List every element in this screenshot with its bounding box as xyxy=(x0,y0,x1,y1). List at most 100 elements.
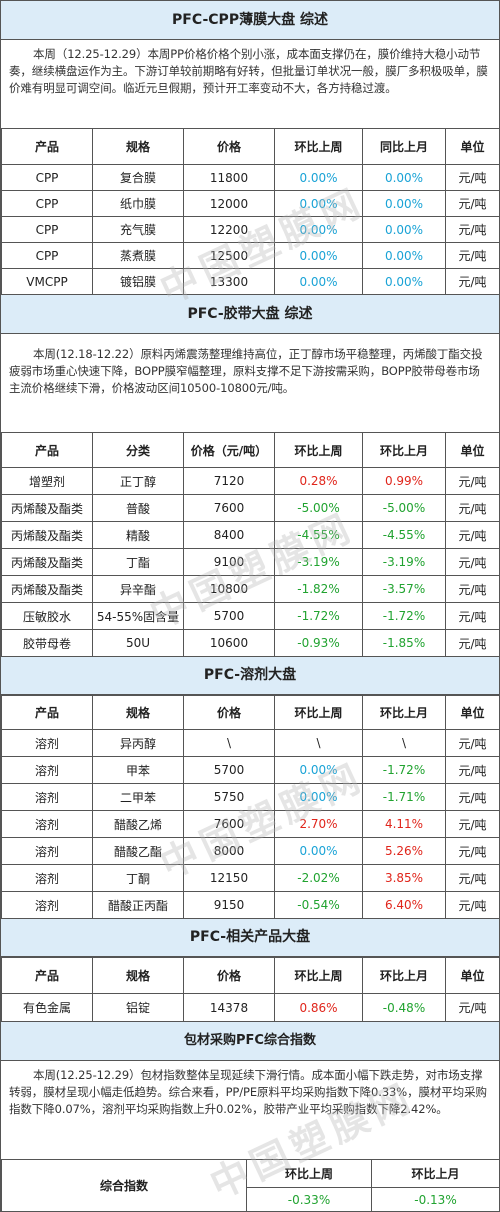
price-cell: 5750 xyxy=(183,783,275,811)
table-row: CPP 充气膜 12200 0.00% 0.00% 元/吨 xyxy=(1,216,500,243)
week-change-cell: -1.72% xyxy=(274,602,363,630)
unit-cell: 元/吨 xyxy=(445,783,500,811)
week-change-cell: 0.00% xyxy=(274,242,363,269)
column-header: 环比上周 xyxy=(274,128,363,165)
spec-cell: 铝锭 xyxy=(92,993,184,1022)
column-header: 环比上周 xyxy=(274,957,363,994)
table-row: 压敏胶水 54-55%固含量 5700 -1.72% -1.72% 元/吨 xyxy=(1,602,500,630)
week-change-cell: 2.70% xyxy=(274,810,363,838)
month-change-cell: 0.00% xyxy=(362,242,446,269)
month-change-cell: \ xyxy=(362,729,446,757)
column-header: 环比上月 xyxy=(362,695,446,730)
price-cell: 7120 xyxy=(183,467,275,495)
column-header: 规格 xyxy=(92,128,184,165)
unit-cell: 元/吨 xyxy=(445,891,500,919)
table-row: 丙烯酸及酯类 普酸 7600 -5.00% -5.00% 元/吨 xyxy=(1,494,500,522)
product-cell: 有色金属 xyxy=(1,993,93,1022)
month-change-cell: -1.72% xyxy=(362,602,446,630)
column-header: 产品 xyxy=(1,695,93,730)
index-value-mom: -0.13% xyxy=(371,1187,500,1212)
index-value-wow: -0.33% xyxy=(246,1187,372,1212)
spec-cell: 甲苯 xyxy=(92,756,184,784)
week-change-cell: 0.00% xyxy=(274,837,363,865)
price-cell: 13300 xyxy=(183,268,275,295)
cpp-table: 产品 规格 价格 环比上周 同比上月 单位 CPP 复合膜 11800 0.00% 0.00% 元/吨… xyxy=(1,128,500,295)
spec-cell: 二甲苯 xyxy=(92,783,184,811)
column-header: 价格 xyxy=(183,957,275,994)
unit-cell: 元/吨 xyxy=(445,190,500,217)
month-change-cell: 0.00% xyxy=(362,216,446,243)
spec-cell: 54-55%固含量 xyxy=(92,602,184,630)
column-header: 价格 xyxy=(183,695,275,730)
week-change-cell: 0.28% xyxy=(274,467,363,495)
column-header: 环比上月 xyxy=(362,957,446,994)
index-summary: 本周(12.25-12.29）包材指数整体呈现延续下滑行情。成本面小幅下跌走势，… xyxy=(9,1068,487,1116)
column-header: 规格 xyxy=(92,957,184,994)
month-change-cell: 0.00% xyxy=(362,268,446,295)
column-header: 产品 xyxy=(1,432,93,468)
table-header-row: 产品 规格 价格 环比上周 环比上月 单位 xyxy=(1,695,500,730)
table-row: 丙烯酸及酯类 异辛酯 10800 -1.82% -3.57% 元/吨 xyxy=(1,575,500,603)
unit-cell: 元/吨 xyxy=(445,467,500,495)
week-change-cell: -5.00% xyxy=(274,494,363,522)
table-row: 有色金属 铝锭 14378 0.86% -0.48% 元/吨 xyxy=(1,993,500,1022)
price-cell: 7600 xyxy=(183,810,275,838)
month-change-cell: 3.85% xyxy=(362,864,446,892)
price-cell: 12200 xyxy=(183,216,275,243)
month-change-cell: 0.00% xyxy=(362,164,446,191)
column-header: 产品 xyxy=(1,128,93,165)
product-cell: 溶剂 xyxy=(1,891,93,919)
week-change-cell: -1.82% xyxy=(274,575,363,603)
price-cell: 12500 xyxy=(183,242,275,269)
month-change-cell: -1.85% xyxy=(362,629,446,657)
product-cell: CPP xyxy=(1,242,93,269)
unit-cell: 元/吨 xyxy=(445,242,500,269)
week-change-cell: 0.86% xyxy=(274,993,363,1022)
column-header: 单位 xyxy=(445,695,500,730)
product-cell: 溶剂 xyxy=(1,810,93,838)
table-header-row: 产品 分类 价格（元/吨） 环比上周 环比上月 单位 xyxy=(1,432,500,468)
product-cell: CPP xyxy=(1,190,93,217)
week-change-cell: -0.93% xyxy=(274,629,363,657)
unit-cell: 元/吨 xyxy=(445,729,500,757)
table-row: 溶剂 甲苯 5700 0.00% -1.72% 元/吨 xyxy=(1,756,500,784)
spec-cell: 正丁醇 xyxy=(92,467,184,495)
spec-cell: 醋酸乙烯 xyxy=(92,810,184,838)
column-header: 环比上周 xyxy=(274,432,363,468)
table-row: 胶带母卷 50U 10600 -0.93% -1.85% 元/吨 xyxy=(1,629,500,657)
product-cell: 溶剂 xyxy=(1,729,93,757)
solvent-table: 产品 规格 价格 环比上周 环比上月 单位 溶剂 异丙醇 \ \ \ 元/吨 溶剂 甲苯 5700 0.00%… xyxy=(1,695,500,919)
related-section-title: PFC-相关产品大盘 xyxy=(1,919,499,957)
week-change-cell: 0.00% xyxy=(274,164,363,191)
price-cell: 8400 xyxy=(183,521,275,549)
unit-cell: 元/吨 xyxy=(445,864,500,892)
product-cell: 丙烯酸及酯类 xyxy=(1,575,93,603)
week-change-cell: 0.00% xyxy=(274,216,363,243)
week-change-cell: -2.02% xyxy=(274,864,363,892)
spec-cell: 丁酯 xyxy=(92,548,184,576)
week-change-cell: 0.00% xyxy=(274,756,363,784)
price-cell: 7600 xyxy=(183,494,275,522)
week-change-cell: -3.19% xyxy=(274,548,363,576)
spec-cell: 纸巾膜 xyxy=(92,190,184,217)
week-change-cell: \ xyxy=(274,729,363,757)
month-change-cell: -5.00% xyxy=(362,494,446,522)
index-header-wow: 环比上周 xyxy=(246,1159,372,1188)
price-cell: 10600 xyxy=(183,629,275,657)
tape-summary: 本周(12.18-12.22）原料丙烯震荡整理维持高位，正丁醇市场平稳整理，丙烯… xyxy=(9,347,483,395)
spec-cell: 50U xyxy=(92,629,184,657)
price-cell: 12000 xyxy=(183,190,275,217)
month-change-cell: 0.99% xyxy=(362,467,446,495)
unit-cell: 元/吨 xyxy=(445,993,500,1022)
column-header: 价格（元/吨） xyxy=(183,432,275,468)
tape-table: 产品 分类 价格（元/吨） 环比上周 环比上月 单位 增塑剂 正丁醇 7120 0.28% 0.99… xyxy=(1,432,500,657)
cpp-section-title: PFC-CPP薄膜大盘 综述 xyxy=(1,0,499,40)
table-row: VMCPP 镀铝膜 13300 0.00% 0.00% 元/吨 xyxy=(1,268,500,295)
week-change-cell: 0.00% xyxy=(274,268,363,295)
solvent-section-title: PFC-溶剂大盘 xyxy=(1,657,499,695)
product-cell: 丙烯酸及酯类 xyxy=(1,521,93,549)
spec-cell: 醋酸乙酯 xyxy=(92,837,184,865)
product-cell: 溶剂 xyxy=(1,783,93,811)
week-change-cell: -4.55% xyxy=(274,521,363,549)
month-change-cell: 0.00% xyxy=(362,190,446,217)
